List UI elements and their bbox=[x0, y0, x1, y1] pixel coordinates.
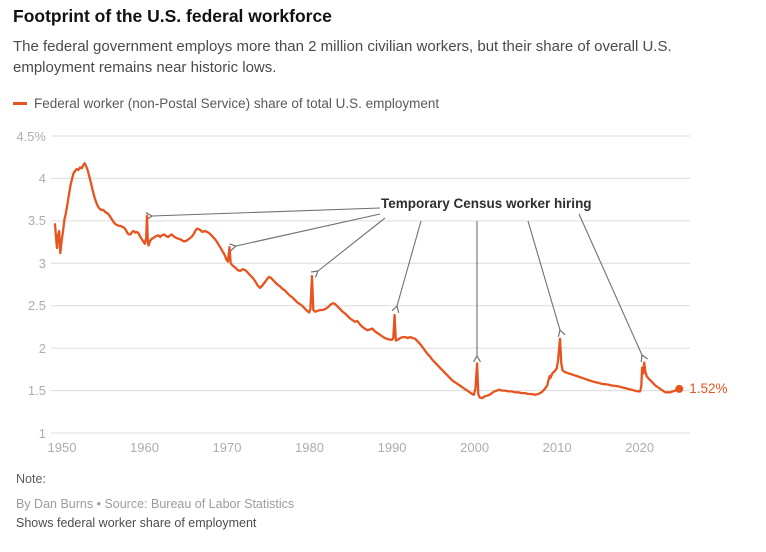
annotation-arrows bbox=[145, 207, 648, 363]
x-tick-label: 1950 bbox=[47, 440, 77, 455]
series-line bbox=[53, 162, 681, 400]
caption: Shows federal worker share of employment bbox=[16, 516, 257, 530]
legend: Federal worker (non-Postal Service) shar… bbox=[13, 96, 439, 111]
legend-label: Federal worker (non-Postal Service) shar… bbox=[34, 96, 440, 111]
y-tick-label: 1 bbox=[38, 425, 46, 441]
chart-title: Footprint of the U.S. federal workforce bbox=[13, 6, 332, 26]
end-value-label: 1.52% bbox=[689, 380, 728, 396]
annotation-arrow bbox=[311, 217, 386, 278]
series-layer bbox=[53, 162, 684, 400]
x-tick-label: 1980 bbox=[295, 440, 324, 455]
annotation-census: Temporary Census worker hiring bbox=[381, 196, 592, 211]
y-tick-label: 4.5% bbox=[16, 128, 46, 144]
x-tick-label: 1990 bbox=[377, 440, 407, 455]
x-tick-label: 1970 bbox=[212, 440, 242, 455]
byline-source: By Dan Burns • Source: Bureau of Labor S… bbox=[16, 497, 295, 511]
y-tick-label: 1.5 bbox=[27, 383, 46, 399]
y-tick-label: 2.5 bbox=[27, 298, 46, 314]
y-tick-label: 3 bbox=[38, 255, 46, 271]
y-tick-label: 4 bbox=[38, 170, 46, 186]
gridlines bbox=[51, 135, 690, 434]
y-tick-label: 2 bbox=[38, 340, 46, 356]
annotation-arrow bbox=[527, 220, 566, 337]
y-tick-label: 3.5 bbox=[27, 213, 46, 229]
end-point-marker bbox=[675, 384, 684, 393]
x-tick-label: 1960 bbox=[130, 440, 159, 455]
annotation-arrow bbox=[145, 207, 381, 221]
x-tick-label: 2010 bbox=[542, 440, 572, 455]
annotation-arrow bbox=[229, 213, 381, 252]
chart-subtitle: The federal government employs more than… bbox=[13, 38, 672, 77]
annotation-arrow bbox=[391, 220, 422, 313]
note-label: Note: bbox=[16, 472, 46, 486]
legend-line-swatch bbox=[13, 102, 27, 105]
x-tick-label: 2000 bbox=[460, 440, 490, 455]
x-tick-label: 2020 bbox=[625, 440, 655, 455]
annotation-arrow bbox=[578, 213, 648, 362]
